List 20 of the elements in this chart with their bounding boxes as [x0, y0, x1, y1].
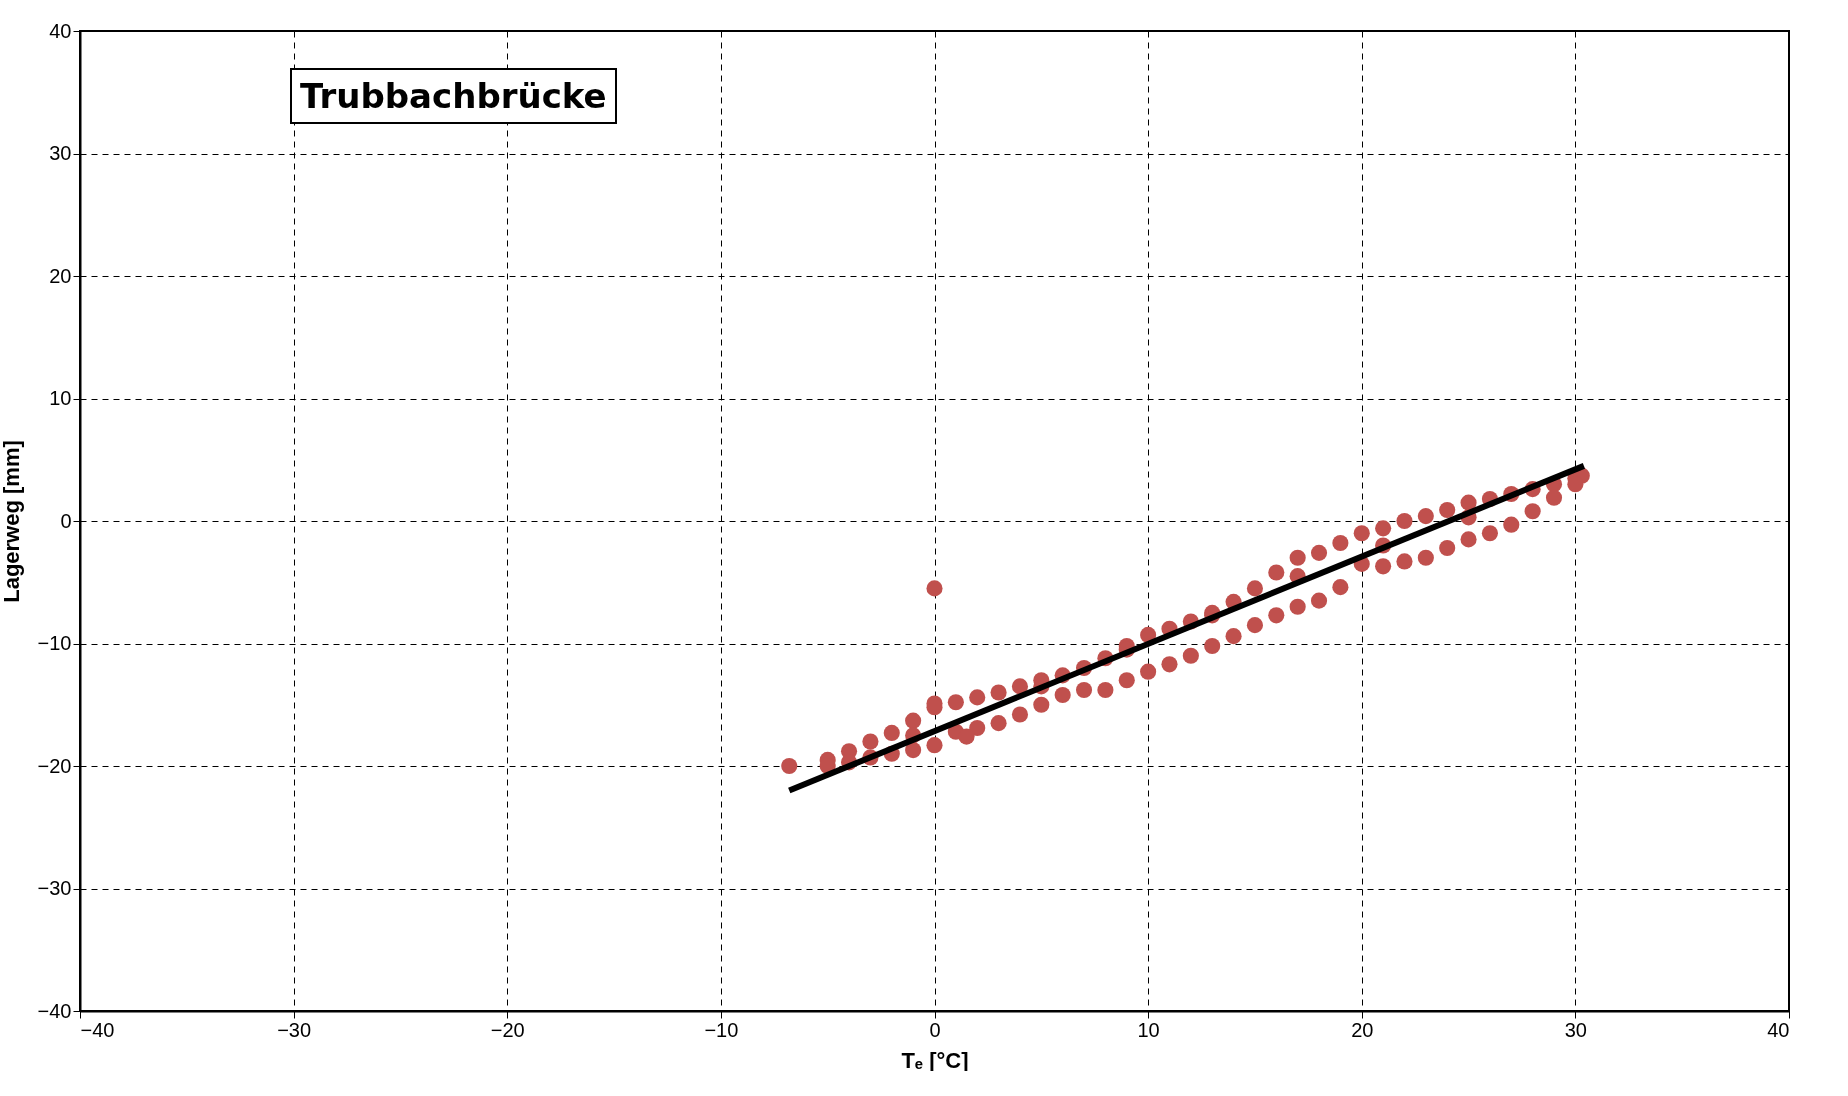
x-tick-label: −40: [80, 1018, 115, 1041]
x-tick-label: 40: [1767, 1018, 1790, 1041]
x-tick-label: −20: [490, 1018, 525, 1041]
y-tick-label: 40: [49, 19, 72, 42]
y-tick-label: 20: [49, 264, 72, 287]
y-tick-label: 0: [60, 509, 72, 532]
annotation: Trubbachbrücke: [290, 68, 617, 124]
x-tick-label: −10: [704, 1018, 739, 1041]
y-axis-title: Lagerweg [mm]: [0, 440, 24, 603]
x-tick-label: 20: [1351, 1018, 1374, 1041]
x-tick-label: 10: [1137, 1018, 1160, 1041]
y-tick-label: 30: [49, 142, 72, 164]
y-tick-label: −10: [37, 632, 72, 654]
y-tick-label: −20: [37, 754, 72, 777]
x-tick-label: −30: [277, 1018, 312, 1041]
x-tick-label: 0: [929, 1018, 941, 1041]
y-tick-label: −40: [37, 999, 72, 1022]
y-tick-label: 10: [49, 387, 72, 409]
y-tick-label: −30: [37, 877, 72, 899]
x-tick-label: 30: [1564, 1018, 1587, 1041]
